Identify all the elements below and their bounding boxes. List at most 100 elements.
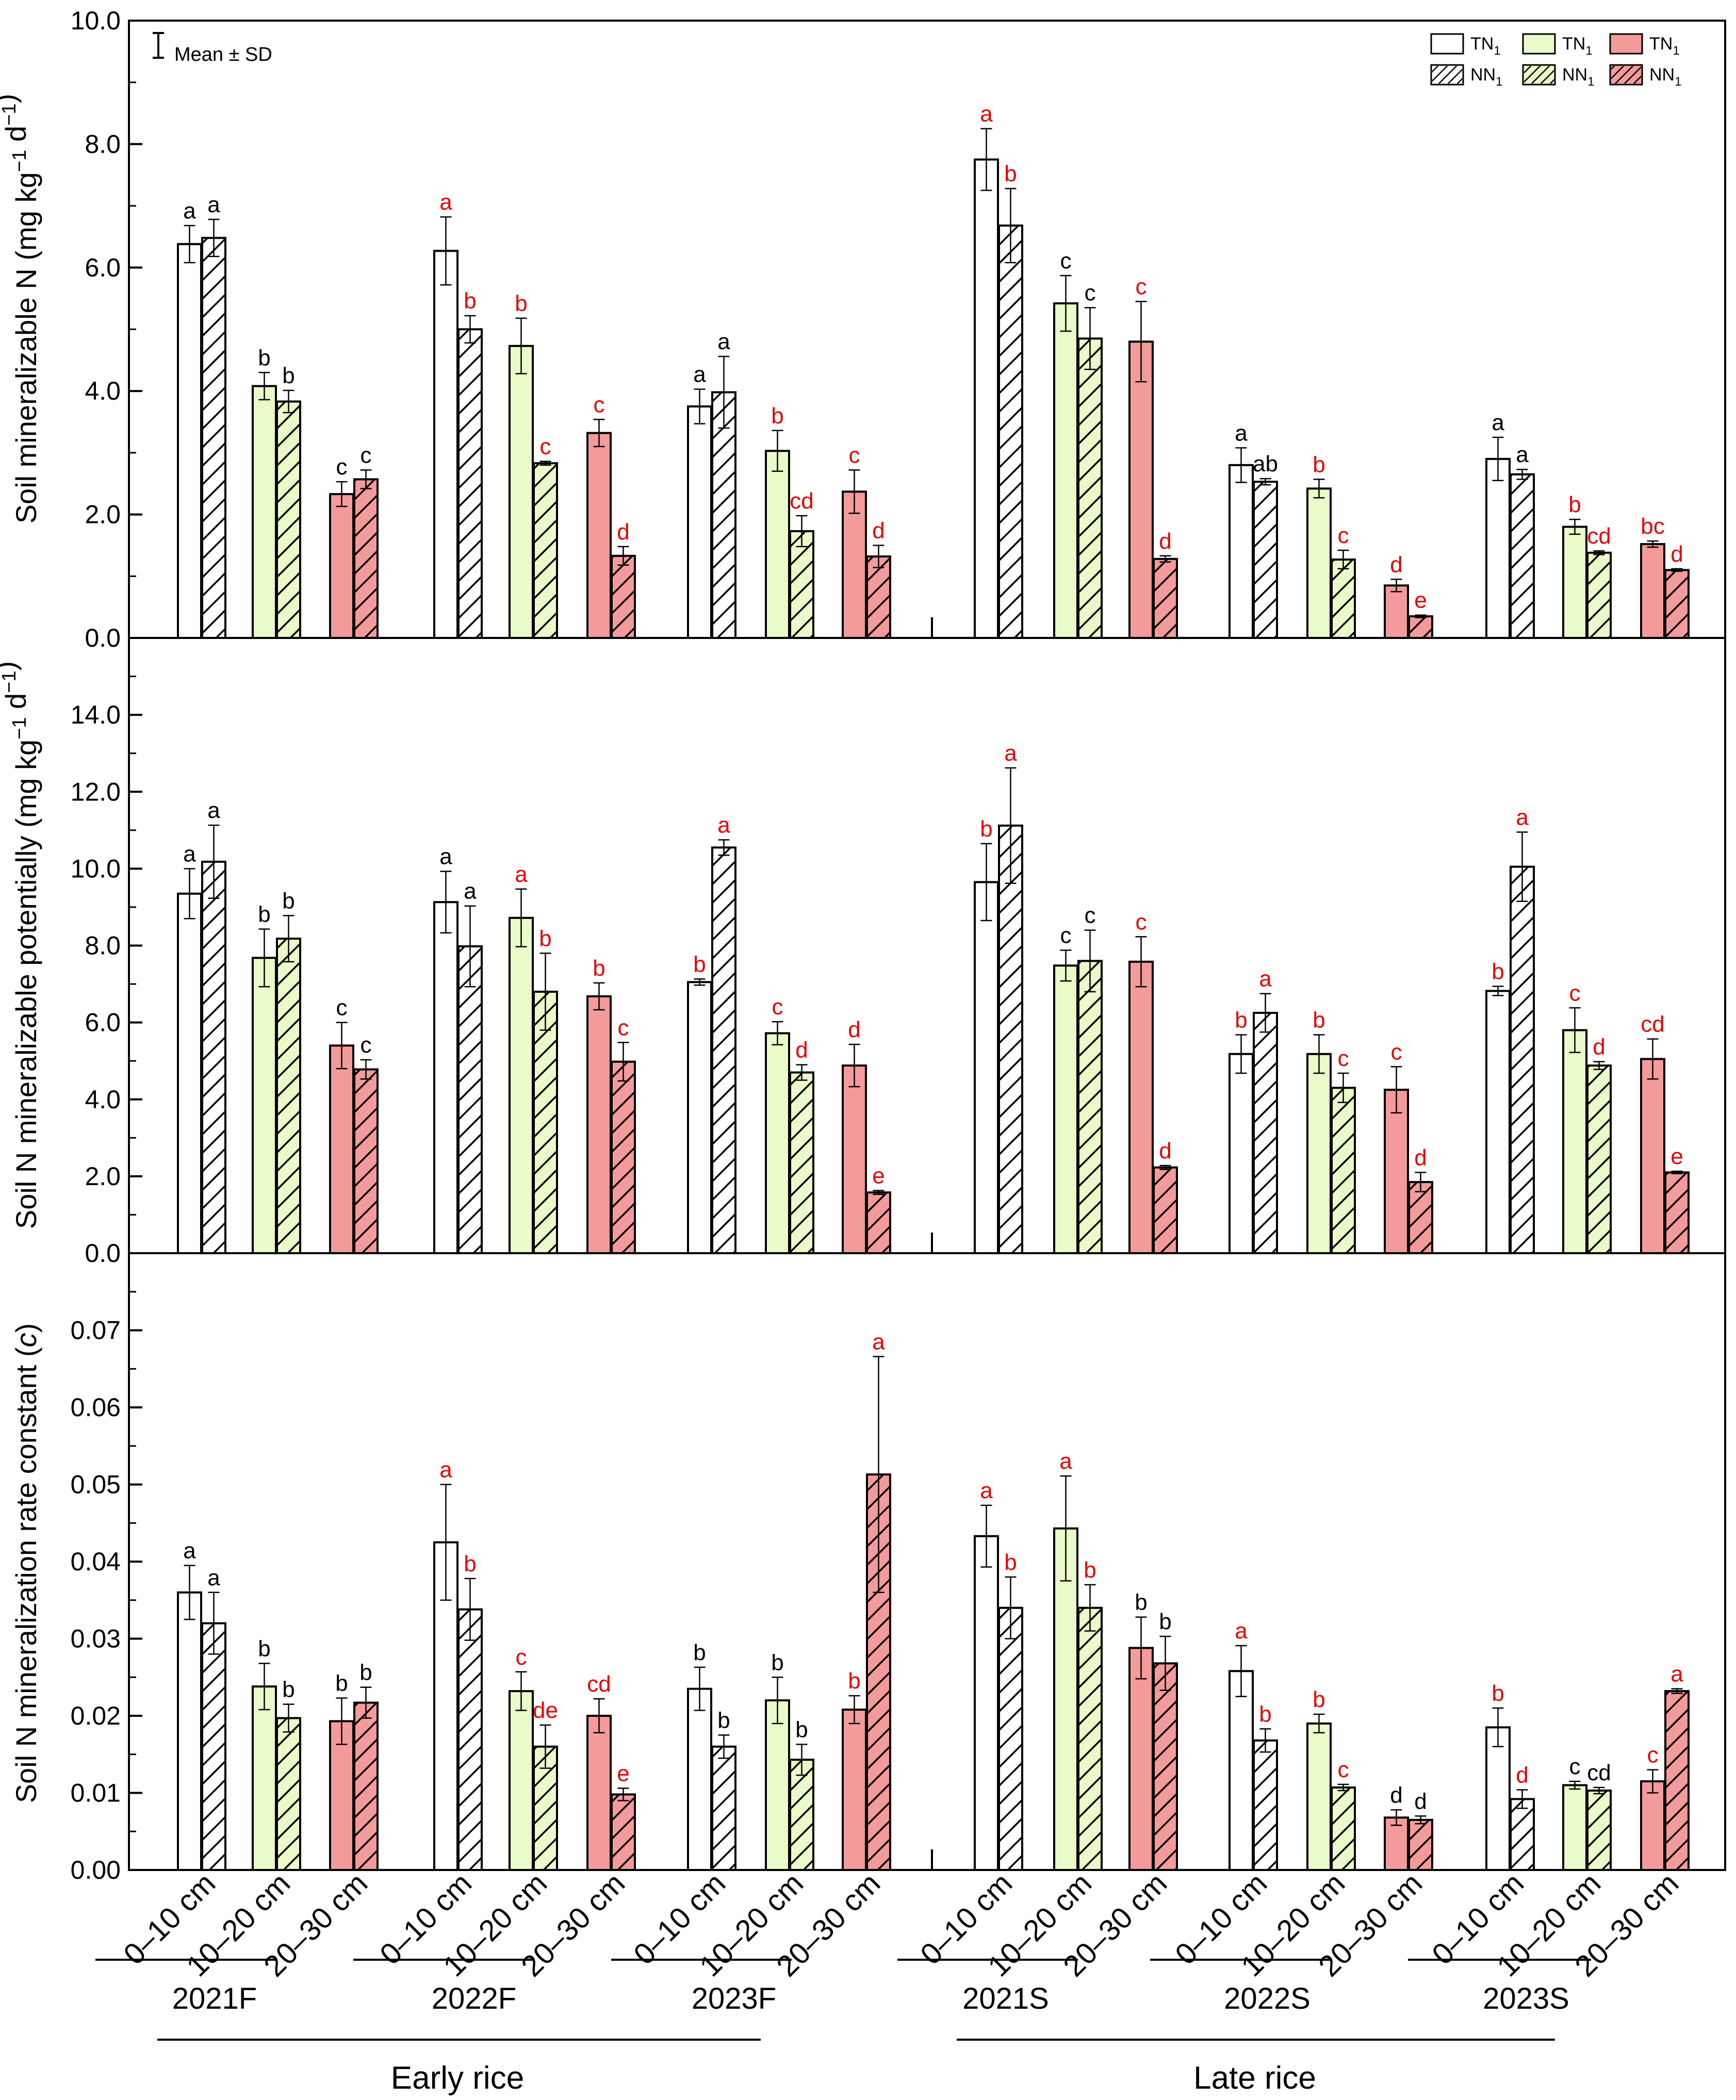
- significance-letter: a: [183, 1538, 196, 1563]
- significance-letter: d: [1516, 1763, 1528, 1788]
- significance-letter: a: [1259, 966, 1272, 992]
- year-label: 2022F: [432, 1982, 516, 2015]
- significance-letter: cd: [1587, 523, 1611, 549]
- significance-letter: a: [980, 1478, 993, 1503]
- nn1-bar-2021f-20-30cm-hatch: [355, 1070, 376, 1252]
- tn1-bar-2021f-20-30cm: [329, 1720, 354, 1872]
- significance-letter: a: [464, 879, 477, 904]
- significance-letter: e: [872, 1163, 885, 1188]
- nn1-bar-2022s-0-10cm-hatch: [1255, 1013, 1276, 1252]
- nn1-bar-2021f-10-20cm-hatch: [278, 1719, 299, 1869]
- significance-letter: b: [1492, 1681, 1504, 1706]
- significance-letter: c: [1338, 523, 1349, 548]
- tn1-bar-2021f-10-20cm: [252, 957, 277, 1254]
- significance-letter: b: [1084, 1557, 1096, 1583]
- y-tick-label: 0.04: [71, 1547, 121, 1576]
- significance-letter: c: [594, 392, 605, 417]
- significance-letter: b: [258, 901, 270, 927]
- nn1-bar-2023s-0-10cm-hatch: [1512, 1800, 1533, 1869]
- significance-letter: a: [183, 198, 196, 223]
- tn1-bar-2023f-0-10cm: [687, 405, 712, 639]
- significance-letter: a: [207, 1565, 220, 1590]
- nn1-bar-2023f-10-20cm-hatch: [791, 1761, 812, 1869]
- nn1-bar-2023f-10-20cm-hatch: [791, 532, 812, 637]
- significance-letter: b: [693, 951, 706, 977]
- y-tick-label: 8.0: [85, 129, 121, 158]
- y-tick-label: 2.0: [85, 500, 121, 529]
- y-tick-label: 14.0: [71, 700, 121, 729]
- significance-letter: b: [282, 888, 294, 913]
- significance-letter: b: [1235, 1007, 1247, 1032]
- y-tick-label: 4.0: [85, 376, 121, 405]
- year-label: 2022S: [1224, 1982, 1311, 2015]
- significance-letter: a: [872, 1329, 885, 1354]
- tn1-bar-2022f-20-30cm: [586, 1715, 612, 1871]
- significance-letter: b: [795, 1717, 808, 1742]
- significance-letter: d: [1159, 1138, 1171, 1163]
- significance-letter: c: [772, 994, 783, 1020]
- tn1-bar-2021s-0-10cm: [974, 158, 999, 639]
- significance-letter: a: [693, 362, 706, 387]
- tn1-bar-2021s-20-30cm: [1128, 1647, 1154, 1871]
- tn1-bar-2021f-20-30cm: [329, 493, 354, 639]
- nn1-bar-2023s-0-10cm-hatch: [1512, 867, 1533, 1252]
- tn1-bar-2021s-0-10cm: [974, 1535, 999, 1872]
- significance-letter: d: [1390, 1782, 1402, 1808]
- tn1-bar-2022f-10-20cm: [509, 344, 534, 639]
- tn1-bar-2023s-0-10cm: [1485, 457, 1511, 639]
- legend-label: TN1: [1470, 34, 1501, 58]
- y-tick-label: 10.0: [71, 6, 121, 35]
- y-tick-label: 0.06: [71, 1393, 121, 1422]
- significance-letter: d: [1593, 1035, 1605, 1060]
- legend-label: NN1: [1470, 65, 1502, 89]
- nn1-bar-2022f-10-20cm-hatch: [535, 992, 556, 1252]
- significance-letter: b: [848, 1668, 860, 1694]
- significance-letter: d: [617, 519, 629, 545]
- y-tick-label: 0.0: [85, 1239, 121, 1268]
- tn1-bar-2022s-20-30cm: [1384, 584, 1409, 639]
- season-label: Late rice: [1193, 2060, 1316, 2096]
- significance-letter: b: [464, 1551, 476, 1577]
- tn1-bar-2023f-0-10cm: [687, 981, 712, 1254]
- significance-letter: a: [1059, 1449, 1072, 1474]
- significance-letter: b: [1492, 959, 1504, 985]
- legend-entries: TN1 NN1 TN1 NN1 TN1 NN1: [1430, 33, 1681, 89]
- nn1-bar-2023f-20-30cm-hatch: [868, 1193, 889, 1252]
- tn1-bar-2021s-20-30cm: [1128, 960, 1154, 1255]
- significance-letter: c: [618, 1015, 629, 1040]
- nn1-bar-2021f-20-30cm-hatch: [355, 480, 376, 637]
- tn1-bar-2023f-0-10cm: [687, 1687, 712, 1872]
- tn1-bar-2022f-20-30cm: [586, 432, 612, 639]
- significance-letter: b: [980, 816, 992, 842]
- nn1-bar-2022f-10-20cm-hatch: [535, 464, 556, 637]
- legend-swatch: [1430, 33, 1464, 55]
- nn1-bar-2021s-0-10cm-hatch: [1000, 226, 1021, 637]
- significance-letter: c: [540, 434, 551, 460]
- y-tick-label: 0.0: [85, 624, 121, 652]
- significance-letter: d: [1159, 529, 1171, 554]
- significance-letter: a: [1235, 1618, 1248, 1644]
- significance-letter: ab: [1253, 451, 1278, 477]
- tn1-bar-2021s-20-30cm: [1128, 340, 1154, 639]
- significance-letter: b: [1313, 1007, 1325, 1032]
- tn1-bar-2021f-10-20cm: [252, 385, 277, 639]
- significance-letter: cd: [587, 1671, 611, 1697]
- tn1-bar-2021s-10-20cm: [1053, 964, 1078, 1254]
- significance-letter: c: [1569, 1754, 1581, 1779]
- legend-swatch-hatch: [1611, 66, 1641, 84]
- nn1-bar-2022s-20-30cm-hatch: [1410, 1183, 1431, 1252]
- tn1-bar-2023s-20-30cm: [1640, 1058, 1665, 1255]
- tn1-bar-2021f-0-10cm: [177, 243, 202, 639]
- significance-letter: de: [533, 1698, 558, 1723]
- tn1-bar-2023s-0-10cm: [1485, 1726, 1511, 1872]
- significance-letter: d: [1414, 1145, 1427, 1170]
- significance-letter: b: [693, 1640, 706, 1665]
- significance-letter: cd: [790, 488, 813, 514]
- significance-letter: b: [1004, 1550, 1017, 1575]
- significance-letter: c: [1647, 1743, 1659, 1768]
- y-tick-label: 0.01: [71, 1779, 121, 1808]
- significance-letter: c: [1338, 1757, 1349, 1782]
- significance-letter: b: [464, 288, 476, 314]
- year-label: 2023F: [692, 1982, 776, 2015]
- significance-letter: c: [1060, 923, 1072, 948]
